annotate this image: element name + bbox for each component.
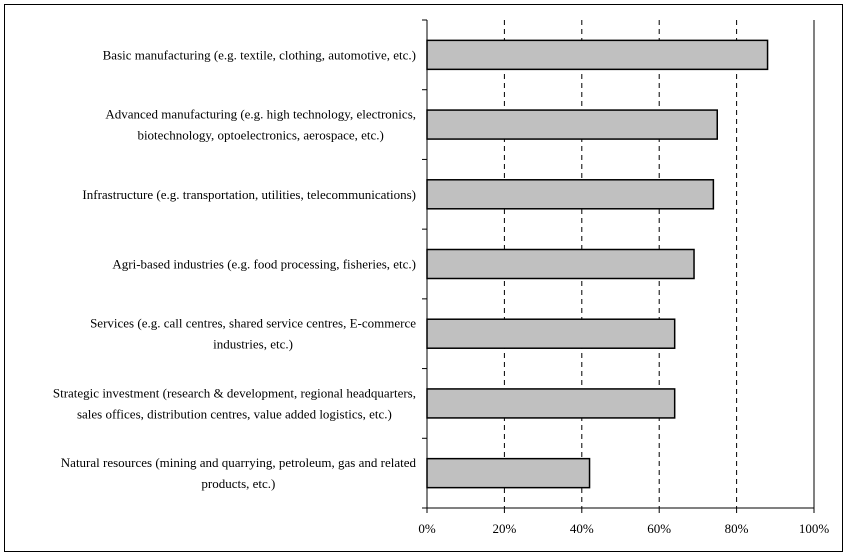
category-label-line: industries, etc.) [213,337,293,352]
x-tick-label: 100% [799,521,830,536]
x-tick-label: 0% [418,521,436,536]
category-label-line: Services (e.g. call centres, shared serv… [90,316,416,331]
category-label-line: Advanced manufacturing (e.g. high techno… [105,107,416,122]
axes [422,19,815,513]
bar-5 [426,318,676,349]
bars [426,39,769,489]
category-label-2: Advanced manufacturing (e.g. high techno… [105,107,416,143]
category-labels: Basic manufacturing (e.g. textile, cloth… [53,47,417,491]
category-label-line: products, etc.) [201,476,275,491]
bar-7 [426,457,591,489]
x-tick-label: 80% [725,521,749,536]
category-label-line: Infrastructure (e.g. transportation, uti… [82,187,416,202]
category-label-4: Agri-based industries (e.g. food process… [112,257,416,272]
bar-4 [426,248,695,280]
category-label-line: biotechnology, optoelectronics, aerospac… [137,128,383,143]
category-label-5: Services (e.g. call centres, shared serv… [90,316,416,352]
x-tick-label: 40% [570,521,594,536]
x-tick-label: 60% [647,521,671,536]
bar-2 [426,109,718,140]
x-tick-labels: 0% 20% 40% 60% 80% 100% [418,521,829,536]
category-label-line: sales offices, distribution centres, val… [77,406,392,421]
category-label-3: Infrastructure (e.g. transportation, uti… [82,187,416,202]
x-tick-label: 20% [492,521,516,536]
bar-3 [426,179,715,210]
bar-1 [426,39,769,71]
bar-6 [426,388,676,419]
category-label-6: Strategic investment (research & develop… [53,385,416,421]
category-label-line: Strategic investment (research & develop… [53,385,416,400]
chart-frame [4,4,843,552]
category-label-line: Natural resources (mining and quarrying,… [61,455,417,470]
category-label-7: Natural resources (mining and quarrying,… [61,455,417,491]
category-label-1: Basic manufacturing (e.g. textile, cloth… [103,47,416,62]
category-label-line: Basic manufacturing (e.g. textile, cloth… [103,47,416,62]
category-label-line: Agri-based industries (e.g. food process… [112,257,416,272]
